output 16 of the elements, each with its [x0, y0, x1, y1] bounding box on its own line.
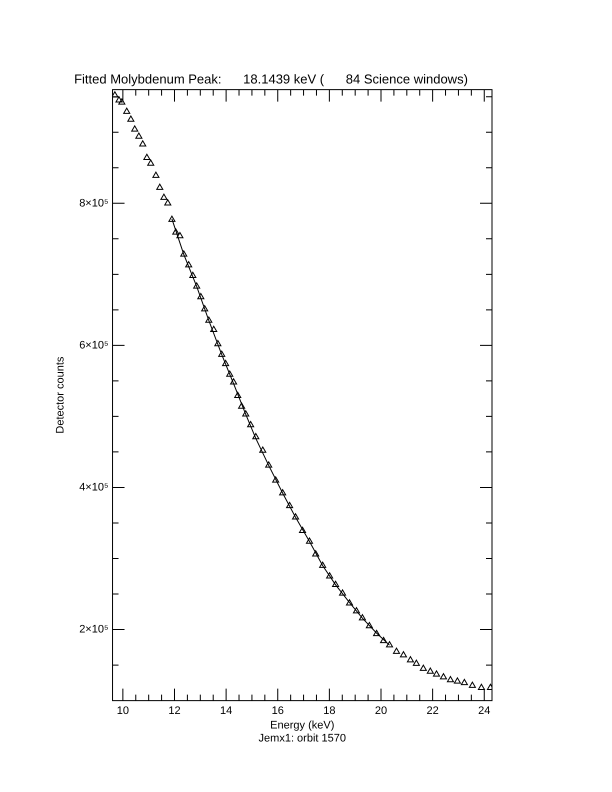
x-tick-label: 12 [168, 705, 181, 718]
x-tick-label: 16 [272, 705, 284, 718]
x-tick-label: 20 [374, 705, 388, 718]
x-tick-label: 14 [220, 705, 232, 718]
x-tick-label: 18 [323, 705, 336, 718]
y-tick-label: 2×10⁵ [79, 624, 109, 636]
x-axis-title: Energy (keV) [270, 719, 334, 732]
x-tick-label: 22 [426, 705, 439, 718]
chart-title: Fitted Molybdenum Peak: 18.1439 keV ( 84 Science windows) [74, 71, 468, 86]
y-tick-label: 4×10⁵ [79, 481, 109, 494]
y-axis-title: Detector counts [54, 356, 67, 434]
y-tick-label: 6×10⁵ [79, 339, 109, 352]
y-tick-label: 8×10⁵ [79, 197, 109, 210]
x-tick-label: 10 [116, 705, 129, 718]
text: Jemx1: orbit 1570 [258, 732, 346, 745]
x-tick-label: 24 [478, 705, 490, 718]
